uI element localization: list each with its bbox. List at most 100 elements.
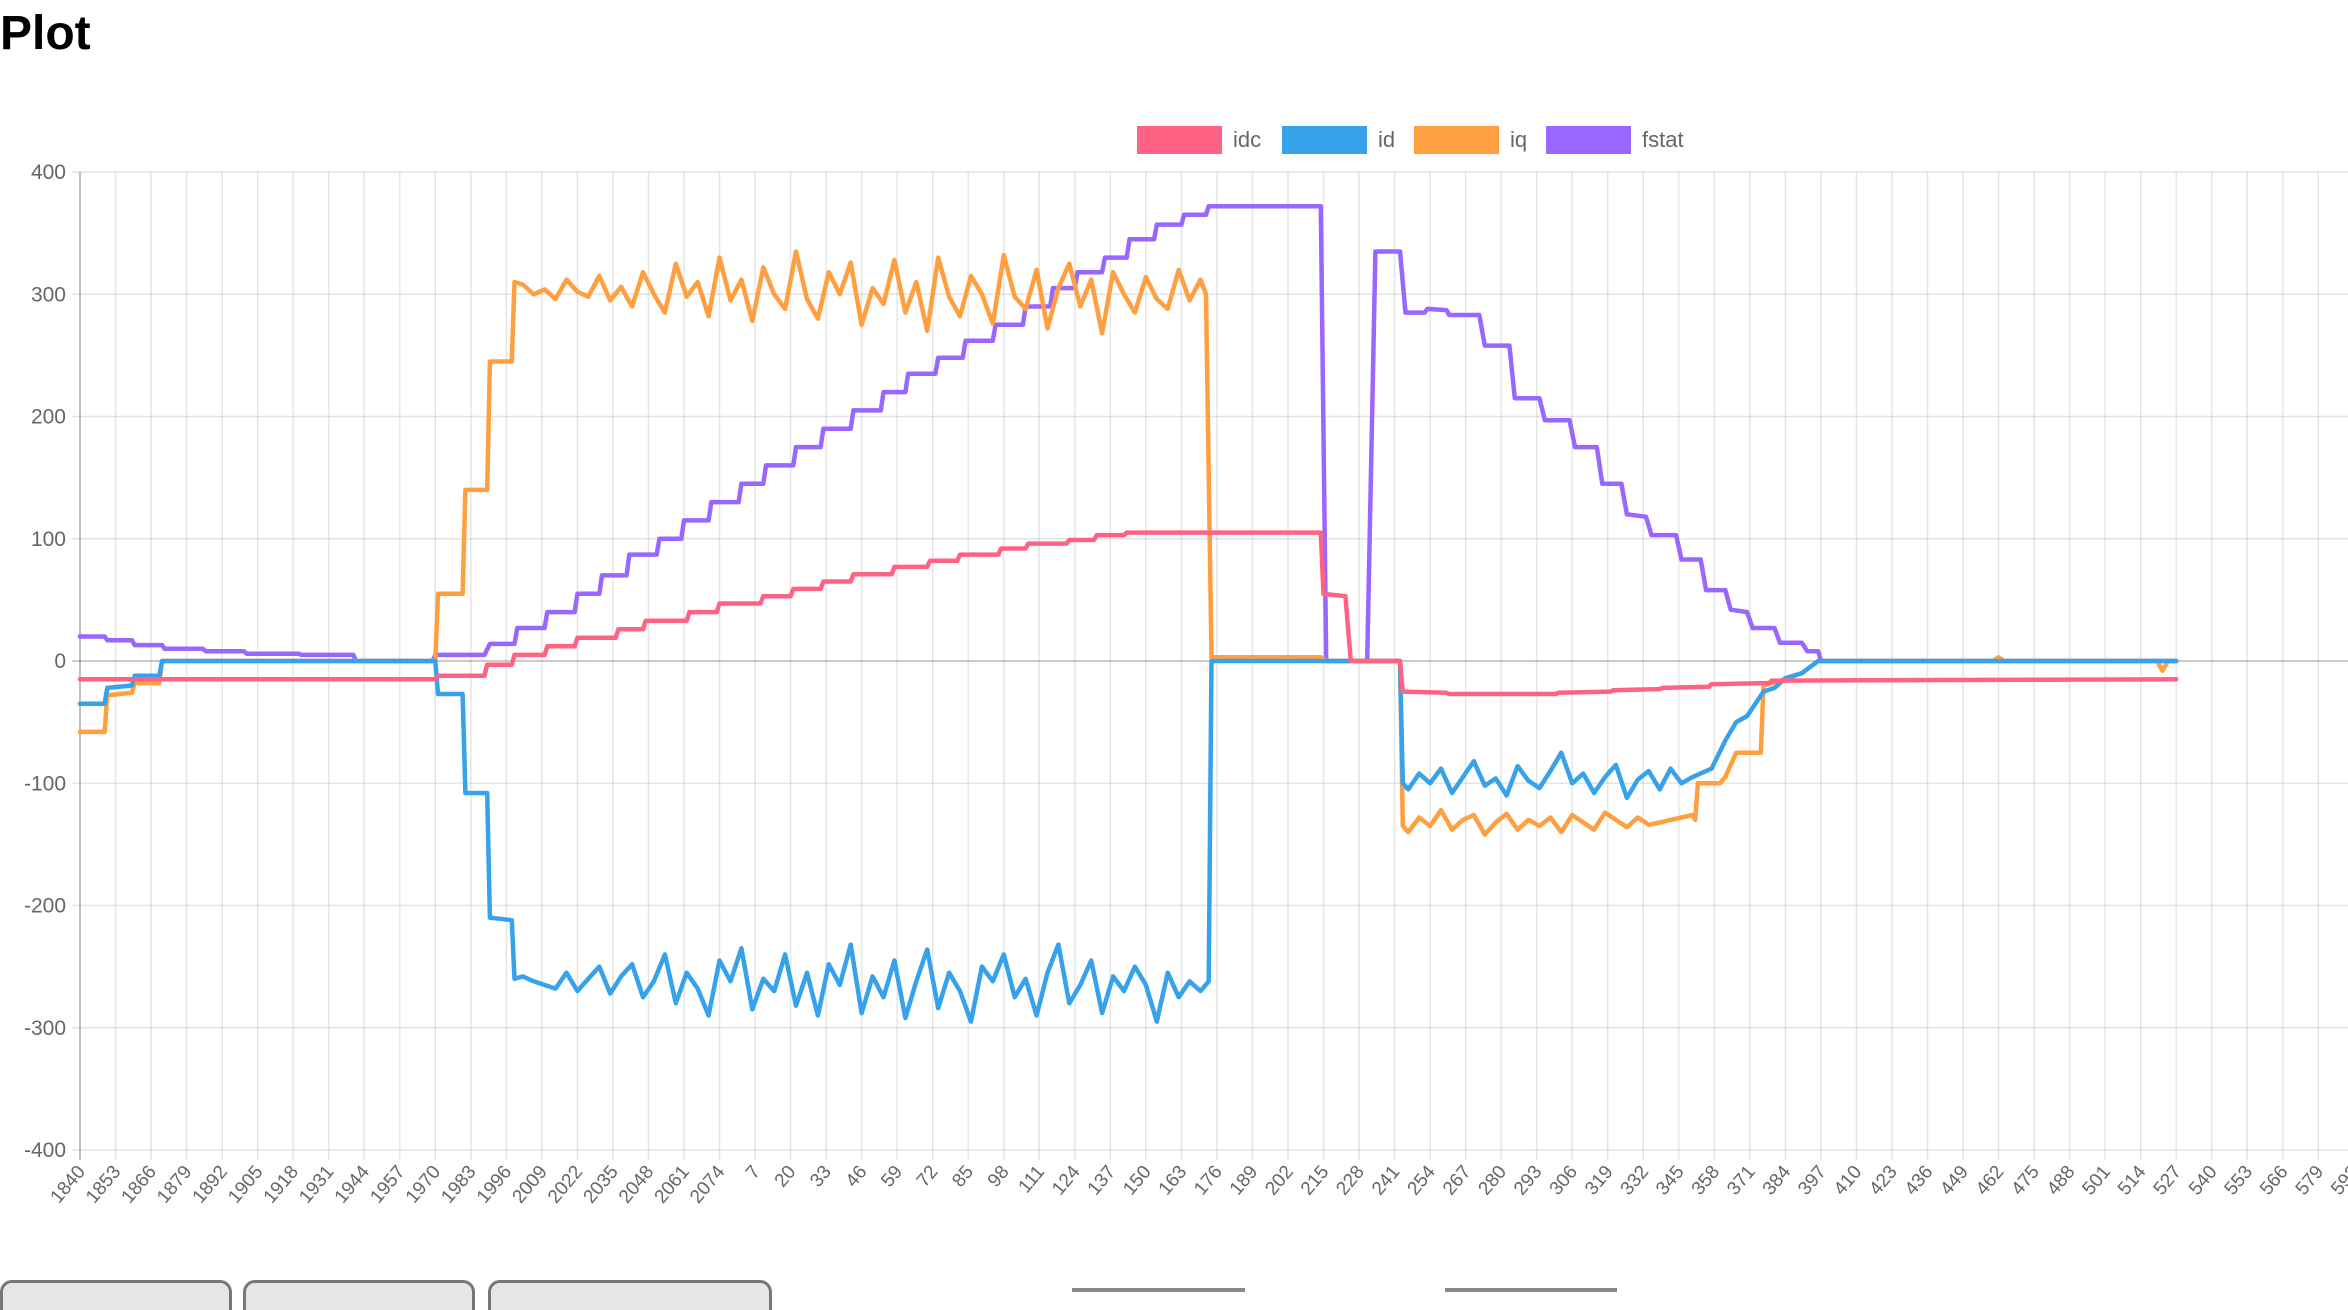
legend-item-idc[interactable]: idc bbox=[1137, 126, 1261, 154]
x-tick-label: 241 bbox=[1368, 1162, 1404, 1200]
y-tick-label: 0 bbox=[54, 650, 66, 673]
x-tick-label: 527 bbox=[2150, 1162, 2186, 1200]
x-tick-label: 540 bbox=[2185, 1162, 2221, 1200]
x-tick-label: 7 bbox=[742, 1162, 765, 1184]
x-tick-label: 293 bbox=[1510, 1162, 1546, 1200]
x-tick-label: 20 bbox=[771, 1162, 801, 1192]
legend-label: idc bbox=[1233, 127, 1262, 152]
x-tick-label: 124 bbox=[1048, 1161, 1085, 1199]
y-tick-label: 100 bbox=[31, 528, 66, 551]
legend-label: fstat bbox=[1642, 127, 1684, 152]
x-tick-label: 267 bbox=[1439, 1162, 1475, 1200]
x-tick-label: 163 bbox=[1155, 1162, 1191, 1200]
x-tick-label: 2048 bbox=[615, 1162, 658, 1208]
series-line-idc bbox=[77, 530, 2179, 697]
x-tick-label: 592 bbox=[2327, 1162, 2348, 1200]
x-tick-label: 1983 bbox=[437, 1162, 480, 1208]
control-button-2[interactable] bbox=[243, 1280, 475, 1310]
x-tick-label: 488 bbox=[2043, 1162, 2079, 1200]
x-tick-label: 111 bbox=[1014, 1162, 1049, 1198]
y-tick-label: 400 bbox=[31, 161, 66, 184]
x-tick-label: 2022 bbox=[544, 1162, 587, 1208]
legend-swatch bbox=[1414, 126, 1499, 154]
x-tick-label: 215 bbox=[1297, 1162, 1333, 1200]
legend-label: iq bbox=[1510, 127, 1528, 152]
legend-item-fstat[interactable]: fstat bbox=[1546, 126, 1684, 154]
x-tick-label: 98 bbox=[984, 1162, 1014, 1192]
x-tick-label: 423 bbox=[1865, 1162, 1901, 1200]
y-axis-ticks: 400 300 200 100 0 -100 -200 -300 -400 bbox=[24, 161, 66, 1162]
x-tick-label: 1905 bbox=[224, 1162, 267, 1208]
series-line-fstat bbox=[77, 203, 2179, 664]
grid-lines bbox=[72, 171, 2348, 1160]
x-tick-label: 462 bbox=[1972, 1162, 2008, 1200]
x-tick-label: 397 bbox=[1794, 1162, 1830, 1200]
x-tick-label: 436 bbox=[1901, 1162, 1937, 1200]
x-tick-label: 371 bbox=[1723, 1162, 1759, 1200]
x-tick-label: 306 bbox=[1546, 1162, 1582, 1200]
series-line-iq bbox=[77, 249, 2179, 837]
x-tick-label: 579 bbox=[2292, 1162, 2328, 1200]
legend-swatch bbox=[1137, 126, 1222, 154]
x-tick-label: 1931 bbox=[295, 1162, 338, 1208]
x-tick-label: 33 bbox=[806, 1162, 836, 1192]
x-tick-label: 1840 bbox=[47, 1162, 90, 1208]
y-tick-label: 200 bbox=[31, 406, 66, 429]
series-lines bbox=[77, 203, 2179, 1024]
x-tick-label: 475 bbox=[2007, 1162, 2043, 1200]
legend-swatch bbox=[1282, 126, 1367, 154]
x-tick-label: 137 bbox=[1084, 1162, 1120, 1200]
x-tick-label: 254 bbox=[1403, 1161, 1440, 1199]
x-tick-label: 150 bbox=[1119, 1162, 1155, 1200]
x-tick-label: 85 bbox=[948, 1162, 978, 1192]
x-tick-label: 501 bbox=[2079, 1162, 2115, 1200]
x-tick-label: 553 bbox=[2221, 1162, 2257, 1200]
x-tick-label: 1879 bbox=[153, 1162, 196, 1208]
y-tick-label: 300 bbox=[31, 283, 66, 306]
x-tick-label: 1996 bbox=[473, 1162, 516, 1208]
x-tick-label: 72 bbox=[913, 1162, 943, 1192]
x-tick-label: 228 bbox=[1332, 1162, 1368, 1200]
x-tick-label: 176 bbox=[1190, 1162, 1226, 1200]
x-tick-label: 410 bbox=[1830, 1162, 1866, 1200]
x-tick-label: 449 bbox=[1936, 1162, 1972, 1200]
x-tick-label: 280 bbox=[1475, 1162, 1511, 1200]
x-tick-label: 2074 bbox=[686, 1161, 730, 1207]
legend-swatch bbox=[1546, 126, 1631, 154]
x-tick-label: 202 bbox=[1261, 1162, 1297, 1200]
x-tick-label: 566 bbox=[2256, 1162, 2292, 1200]
x-tick-label: 2009 bbox=[508, 1162, 551, 1208]
control-button-3[interactable] bbox=[488, 1280, 772, 1310]
x-tick-label: 1944 bbox=[331, 1161, 375, 1207]
x-tick-label: 384 bbox=[1759, 1161, 1796, 1199]
x-tick-label: 1892 bbox=[189, 1162, 232, 1208]
y-tick-label: -200 bbox=[24, 895, 66, 918]
x-tick-label: 1970 bbox=[402, 1162, 445, 1208]
x-tick-label: 319 bbox=[1581, 1162, 1617, 1200]
x-tick-label: 345 bbox=[1652, 1162, 1688, 1200]
legend-item-id[interactable]: id bbox=[1282, 126, 1395, 154]
x-tick-label: 2035 bbox=[580, 1162, 623, 1208]
x-tick-label: 332 bbox=[1617, 1162, 1653, 1200]
x-tick-label: 189 bbox=[1226, 1162, 1262, 1200]
x-tick-label: 514 bbox=[2114, 1161, 2151, 1199]
x-tick-label: 358 bbox=[1688, 1162, 1724, 1200]
x-tick-label: 59 bbox=[877, 1162, 907, 1192]
x-tick-label: 1957 bbox=[366, 1162, 409, 1208]
input-field-2[interactable] bbox=[1445, 1288, 1617, 1292]
page-title: Plot bbox=[0, 7, 91, 60]
input-field-1[interactable] bbox=[1072, 1288, 1245, 1292]
legend-label: id bbox=[1378, 127, 1396, 152]
y-tick-label: -400 bbox=[24, 1139, 66, 1162]
y-tick-label: -300 bbox=[24, 1017, 66, 1040]
x-tick-label: 1853 bbox=[82, 1162, 125, 1208]
x-tick-label: 1866 bbox=[118, 1162, 161, 1208]
legend-item-iq[interactable]: iq bbox=[1414, 126, 1527, 154]
x-axis-ticks: 1840185318661879189219051918193119441957… bbox=[47, 1161, 2348, 1207]
x-tick-label: 2061 bbox=[651, 1162, 694, 1208]
x-tick-label: 46 bbox=[842, 1162, 872, 1192]
control-button-1[interactable] bbox=[0, 1280, 232, 1310]
x-tick-label: 1918 bbox=[260, 1162, 303, 1208]
series-line-id bbox=[77, 658, 2179, 1024]
